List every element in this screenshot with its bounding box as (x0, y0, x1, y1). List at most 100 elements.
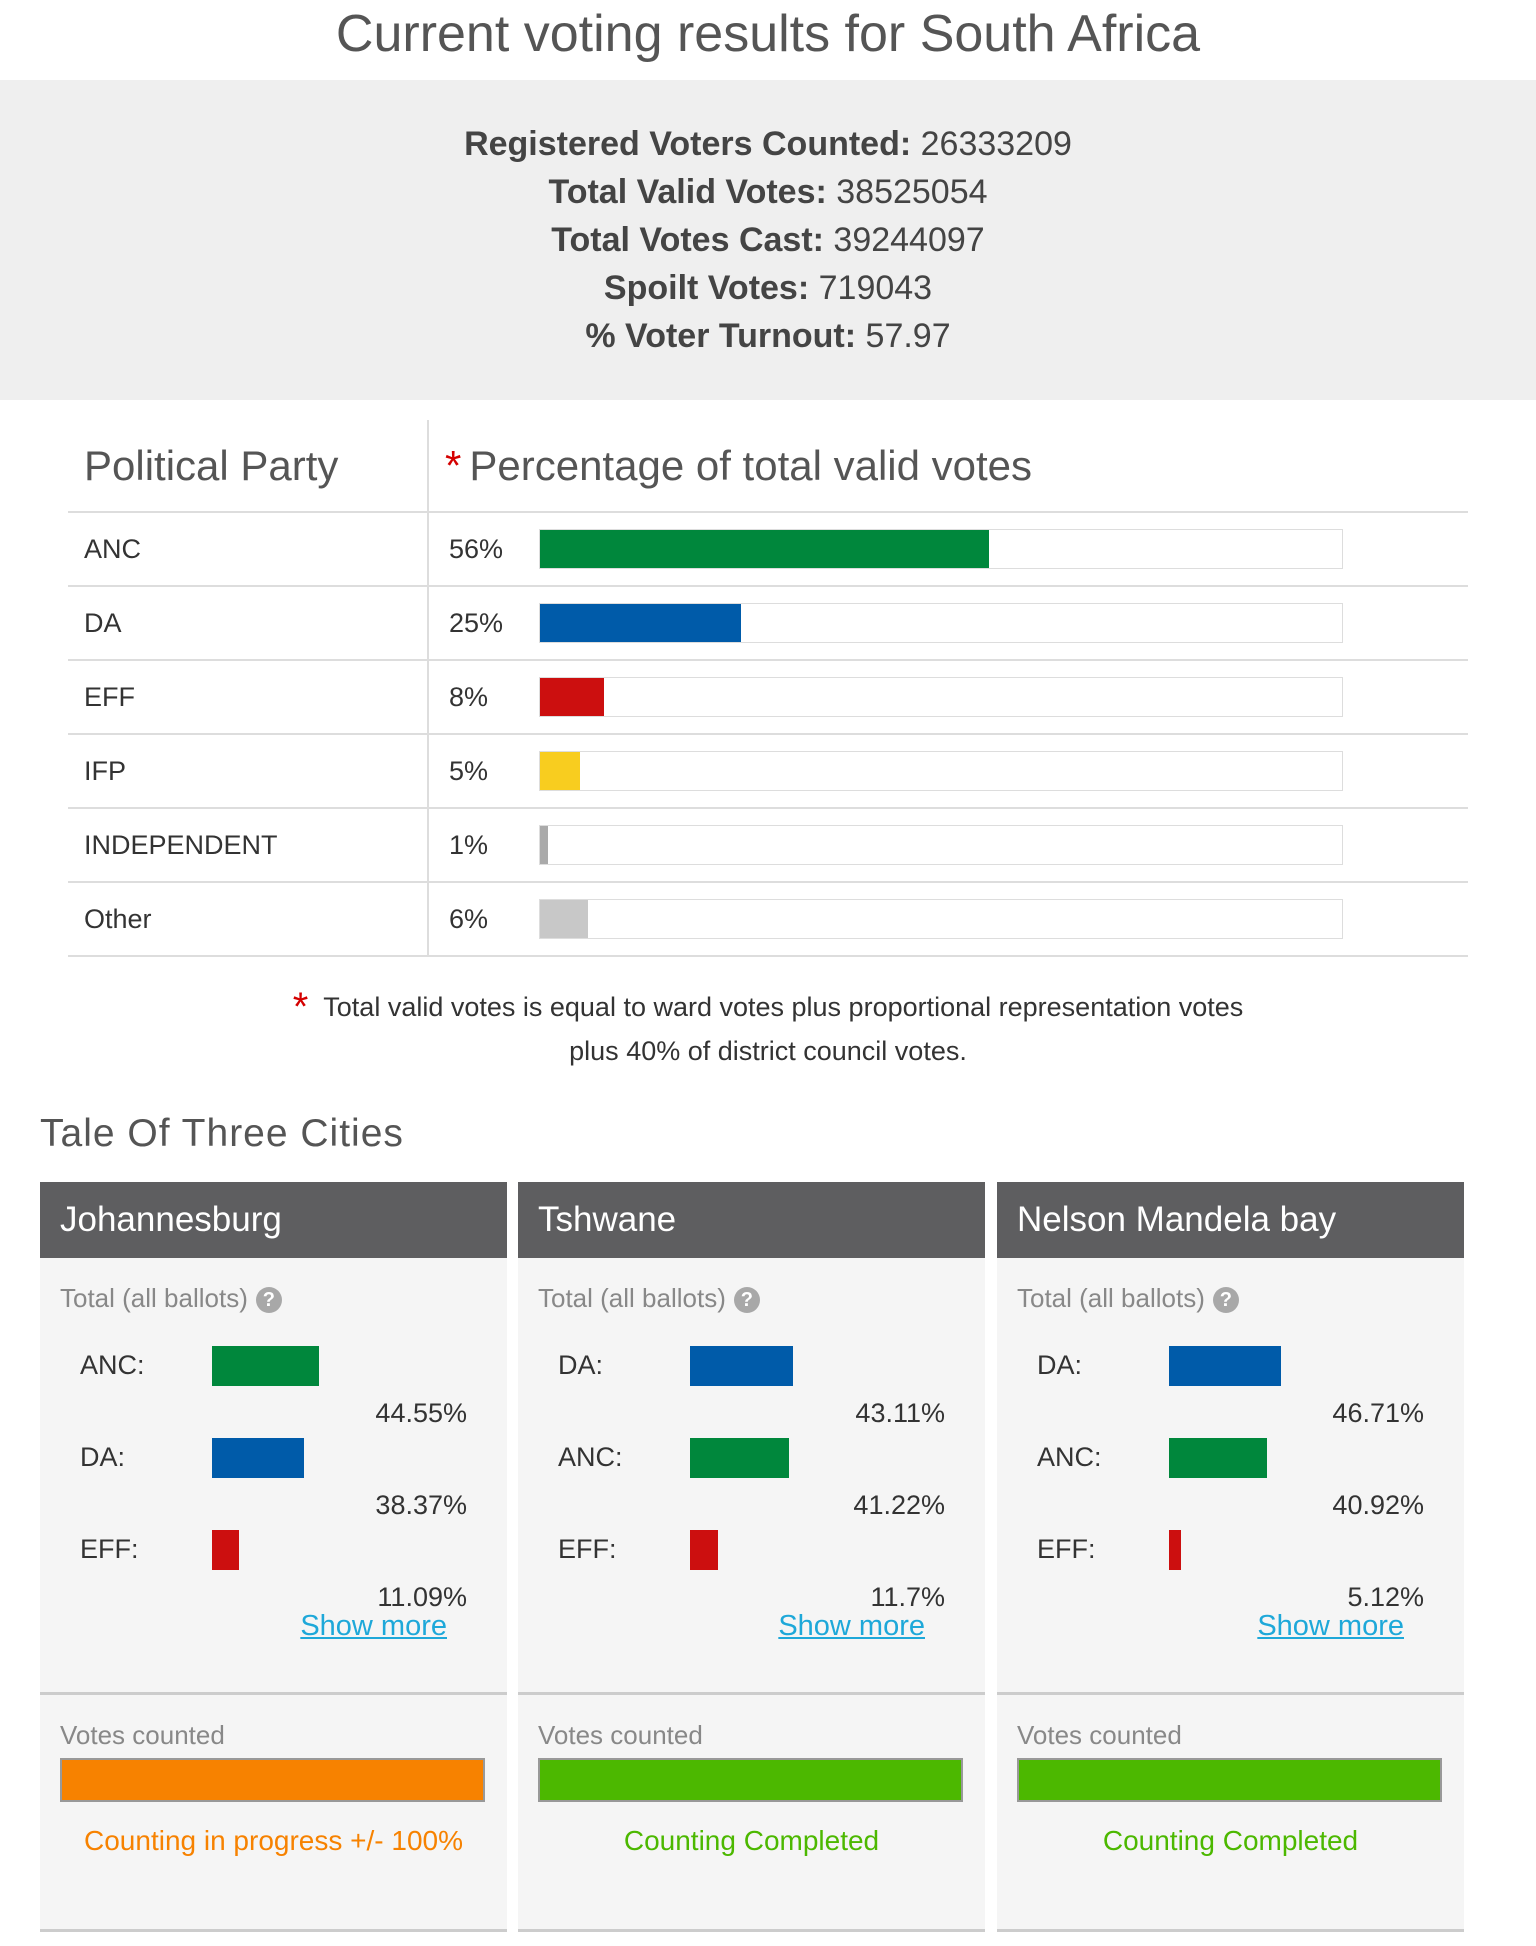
percentage-bar-track (539, 899, 1343, 939)
votes-counted-progress (1017, 1758, 1442, 1802)
results-table: Political Party * Percentage of total val… (68, 420, 1468, 957)
city-party-row: EFF: 11.09% (40, 1524, 507, 1616)
city-party-bar (1169, 1346, 1281, 1386)
percentage-cell: 25% (428, 586, 1468, 661)
results-row: EFF 8% (68, 660, 1468, 735)
results-header-row: Political Party * Percentage of total val… (68, 420, 1468, 513)
show-more-link[interactable]: Show more (778, 1610, 925, 1642)
city-card: Nelson Mandela bay Total (all ballots)? DA… (997, 1182, 1464, 1932)
show-more-link[interactable]: Show more (1257, 1610, 1404, 1642)
summary-label: Total Votes Cast: (551, 221, 824, 259)
results-row: ANC 56% (68, 512, 1468, 587)
city-party-bar (212, 1346, 319, 1386)
city-party-value: 38.37% (375, 1490, 467, 1520)
percentage-label: 5% (449, 755, 489, 786)
summary-label: Total Valid Votes: (548, 173, 827, 211)
summary-registered-voters: Registered Voters Counted: 26333209 (0, 120, 1536, 168)
percentage-bar-track (539, 825, 1343, 865)
city-party-name: DA: (1037, 1350, 1083, 1380)
city-party-row: ANC: 41.22% (518, 1432, 985, 1524)
percentage-bar-track (539, 677, 1343, 717)
city-name: Tshwane (518, 1182, 985, 1258)
city-party-row: ANC: 44.55% (40, 1340, 507, 1432)
city-card: Tshwane Total (all ballots)? DA: 43.11% ANC:… (518, 1182, 985, 1932)
city-party-value: 46.71% (1332, 1398, 1424, 1428)
percentage-bar-fill (540, 678, 605, 716)
help-icon[interactable]: ? (1212, 1287, 1239, 1314)
votes-counted-progress (538, 1758, 963, 1802)
summary-value: 26333209 (920, 125, 1072, 163)
city-party-value: 11.7% (870, 1582, 945, 1612)
city-party-value: 40.92% (1332, 1490, 1424, 1520)
city-party-bar (212, 1438, 304, 1478)
summary-total-votes-cast: Total Votes Cast: 39244097 (0, 216, 1536, 264)
city-party-name: ANC: (1037, 1442, 1102, 1472)
percentage-bar-track (539, 603, 1343, 643)
city-party-row: DA: 43.11% (518, 1340, 985, 1432)
city-party-list: ANC: 44.55% DA: 38.37% EFF: 11.09% (40, 1340, 507, 1616)
city-subtitle-label: Total (all ballots) (60, 1283, 248, 1313)
city-subtitle: Total (all ballots)? (997, 1280, 1464, 1316)
help-icon[interactable]: ? (255, 1287, 282, 1314)
summary-label: Registered Voters Counted: (464, 125, 912, 163)
help-icon[interactable]: ? (733, 1287, 760, 1314)
summary-value: 39244097 (833, 221, 985, 259)
footnote-line-1: * Total valid votes is equal to ward vot… (0, 985, 1536, 1029)
votes-counted-progress-fill (62, 1760, 483, 1800)
city-party-value: 11.09% (377, 1582, 467, 1612)
footnote-text-1: Total valid votes is equal to ward votes… (323, 992, 1244, 1022)
city-party-row: DA: 46.71% (997, 1340, 1464, 1432)
city-party-list: DA: 46.71% ANC: 40.92% EFF: 5.12% (997, 1340, 1464, 1616)
card-divider (997, 1692, 1464, 1695)
summary-label: % Voter Turnout: (585, 317, 857, 355)
city-name: Nelson Mandela bay (997, 1182, 1464, 1258)
city-party-bar (690, 1346, 793, 1386)
footnote: * Total valid votes is equal to ward vot… (0, 985, 1536, 1073)
city-party-value: 43.11% (855, 1398, 945, 1428)
votes-counted-label: Votes counted (1017, 1720, 1182, 1750)
city-party-bar (212, 1530, 239, 1570)
percentage-bar-track (539, 529, 1343, 569)
city-subtitle: Total (all ballots)? (40, 1280, 507, 1316)
percentage-label: 56% (449, 533, 504, 564)
party-name: DA (68, 586, 429, 661)
percentage-bar-fill (540, 826, 549, 864)
party-name: INDEPENDENT (68, 808, 429, 883)
summary-value: 38525054 (836, 173, 988, 211)
votes-counted-label: Votes counted (60, 1720, 225, 1750)
city-party-row: DA: 38.37% (40, 1432, 507, 1524)
counting-status: Counting Completed (623, 1825, 880, 1856)
summary-total-valid-votes: Total Valid Votes: 38525054 (0, 168, 1536, 216)
percentage-label: 8% (449, 681, 489, 712)
party-name: IFP (68, 734, 429, 809)
city-party-name: DA: (558, 1350, 604, 1380)
results-row: INDEPENDENT 1% (68, 808, 1468, 883)
city-party-value: 5.12% (1347, 1582, 1424, 1612)
votes-counted-progress-fill (540, 1760, 961, 1800)
summary-label: Spoilt Votes: (603, 269, 810, 307)
percentage-label: 6% (449, 903, 489, 934)
city-party-name: ANC: (80, 1350, 145, 1380)
counting-status: Counting in progress +/- 100% (84, 1825, 463, 1856)
percentage-cell: 8% (428, 660, 1468, 735)
city-party-name: DA: (80, 1442, 126, 1472)
percentage-bar-track (539, 751, 1343, 791)
party-name: EFF (68, 660, 429, 735)
city-card: Johannesburg Total (all ballots)? ANC: 44.5… (40, 1182, 507, 1932)
city-party-row: ANC: 40.92% (997, 1432, 1464, 1524)
city-subtitle-label: Total (all ballots) (538, 1283, 726, 1313)
city-party-name: ANC: (558, 1442, 623, 1472)
results-row: Other 6% (68, 882, 1468, 957)
city-party-bar (1169, 1530, 1181, 1570)
card-divider (518, 1692, 985, 1695)
asterisk-icon: * (292, 985, 309, 1029)
percentage-bar-fill (540, 530, 990, 568)
city-party-row: EFF: 11.7% (518, 1524, 985, 1616)
results-row: IFP 5% (68, 734, 1468, 809)
percentage-bar-fill (540, 604, 741, 642)
city-subtitle: Total (all ballots)? (518, 1280, 985, 1316)
header-political-party: Political Party (68, 420, 429, 513)
city-party-row: EFF: 5.12% (997, 1524, 1464, 1616)
asterisk-icon: * (445, 441, 462, 489)
show-more-link[interactable]: Show more (300, 1610, 447, 1642)
